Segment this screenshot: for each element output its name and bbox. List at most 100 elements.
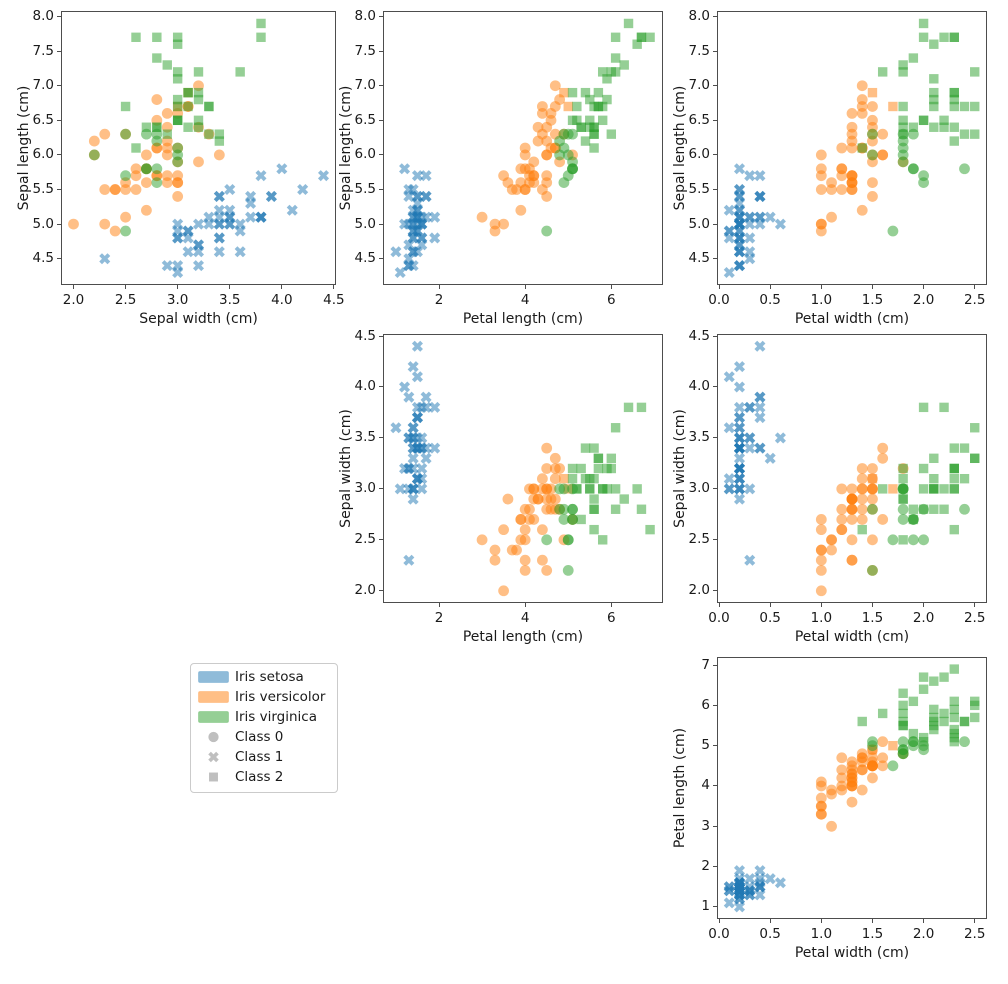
- data-point-circle: [815, 170, 827, 182]
- x-tick-mark: [769, 919, 771, 923]
- data-point-x: [416, 211, 428, 223]
- data-point-square: [898, 473, 908, 484]
- y-tick-mark: [379, 437, 383, 439]
- y-axis-label: Sepal width (cm): [672, 409, 688, 528]
- y-tick-mark: [713, 590, 717, 592]
- data-point-circle: [897, 483, 909, 495]
- plot-area: [390, 18, 655, 279]
- data-point-square: [939, 402, 949, 413]
- data-point-circle: [897, 514, 909, 525]
- x-tick-label: 3.0: [166, 292, 189, 308]
- data-point-circle: [846, 554, 858, 566]
- data-point-square: [610, 32, 621, 42]
- data-point-circle: [856, 514, 868, 525]
- y-tick-mark: [57, 85, 61, 87]
- x-tick-mark: [871, 603, 873, 607]
- data-point-square: [949, 136, 959, 146]
- x-tick-label: 0.5: [759, 610, 781, 626]
- data-point-x: [416, 432, 428, 444]
- data-point-square: [929, 101, 939, 112]
- y-tick-mark: [713, 437, 717, 439]
- x-tick-label: 0.0: [708, 926, 730, 942]
- data-point-x: [733, 163, 746, 175]
- data-point-x: [429, 401, 441, 413]
- data-point-square: [559, 473, 569, 484]
- data-point-x: [224, 204, 236, 216]
- data-point-circle: [815, 800, 827, 812]
- data-point-x: [429, 442, 441, 454]
- data-point-circle: [867, 149, 878, 161]
- data-point-circle: [498, 218, 510, 230]
- data-point-square: [576, 514, 586, 525]
- data-point-x: [723, 204, 735, 216]
- data-point-square: [610, 484, 621, 494]
- y-tick-mark: [713, 119, 717, 121]
- iris-virginica-color-swatch: [198, 707, 232, 727]
- x-tick-label: 0.0: [708, 610, 730, 626]
- data-point-square: [606, 453, 617, 464]
- data-point-circle: [856, 503, 868, 515]
- y-tick-label: 6.5: [688, 111, 710, 128]
- data-point-circle: [541, 503, 553, 515]
- data-point-square: [589, 129, 599, 139]
- data-point-circle: [846, 796, 858, 808]
- data-point-circle: [867, 564, 878, 576]
- x-tick-mark: [820, 919, 822, 923]
- data-point-x: [723, 422, 735, 434]
- data-point-square: [597, 115, 608, 126]
- data-point-x: [234, 225, 246, 237]
- y-tick-label: 6.0: [354, 146, 376, 163]
- data-point-circle: [502, 493, 514, 505]
- y-tick-label: 5.5: [354, 181, 376, 197]
- data-point-square: [970, 101, 980, 112]
- data-point-circle: [856, 493, 868, 505]
- data-point-x: [754, 881, 766, 893]
- data-point-circle: [151, 177, 163, 188]
- legend-swatch-graphic: [208, 751, 219, 763]
- data-point-circle: [877, 514, 889, 525]
- data-point-circle: [519, 564, 531, 576]
- x-tick-label: 6: [607, 292, 616, 308]
- data-point-circle: [99, 184, 111, 195]
- data-point-x: [411, 170, 423, 182]
- y-tick-mark: [57, 119, 61, 121]
- data-point-circle: [536, 473, 548, 485]
- x-tick-label: 2.0: [62, 292, 85, 308]
- y-axis-label: Sepal length (cm): [672, 85, 688, 211]
- data-point-square: [970, 67, 980, 77]
- data-point-square: [949, 712, 959, 723]
- data-point-square: [929, 724, 939, 735]
- x-tick-label: 4.0: [271, 292, 293, 308]
- data-point-x: [744, 170, 756, 182]
- x-axis-label: Petal length (cm): [462, 311, 584, 327]
- x-tick-label: 2.0: [912, 610, 935, 626]
- y-tick-mark: [713, 825, 717, 827]
- data-point-square: [939, 484, 949, 494]
- data-point-square: [918, 684, 929, 694]
- data-point-circle: [826, 211, 837, 223]
- data-point-square: [949, 696, 959, 707]
- data-point-square: [877, 67, 888, 77]
- x-tick-label: 2.0: [912, 926, 935, 942]
- data-point-x: [192, 218, 205, 230]
- data-point-square: [619, 494, 629, 504]
- data-point-circle: [120, 225, 131, 237]
- y-tick-mark: [713, 539, 717, 541]
- y-tick-label: 6.5: [32, 111, 54, 128]
- data-point-square: [193, 122, 204, 132]
- data-point-circle: [867, 101, 878, 112]
- data-point-x: [208, 751, 219, 763]
- y-tick-mark: [379, 119, 383, 121]
- data-point-circle: [208, 731, 219, 743]
- data-point-x: [744, 885, 756, 897]
- x-tick-mark: [871, 919, 873, 923]
- data-point-circle: [846, 108, 858, 119]
- y-tick-mark: [379, 223, 383, 225]
- data-point-x: [407, 493, 419, 505]
- data-point-x: [394, 483, 406, 495]
- data-point-square: [949, 101, 959, 112]
- y-tick-label: 6: [701, 696, 710, 713]
- data-point-square: [949, 443, 959, 453]
- y-axis-label: Sepal width (cm): [338, 409, 354, 528]
- y-tick-mark: [713, 223, 717, 225]
